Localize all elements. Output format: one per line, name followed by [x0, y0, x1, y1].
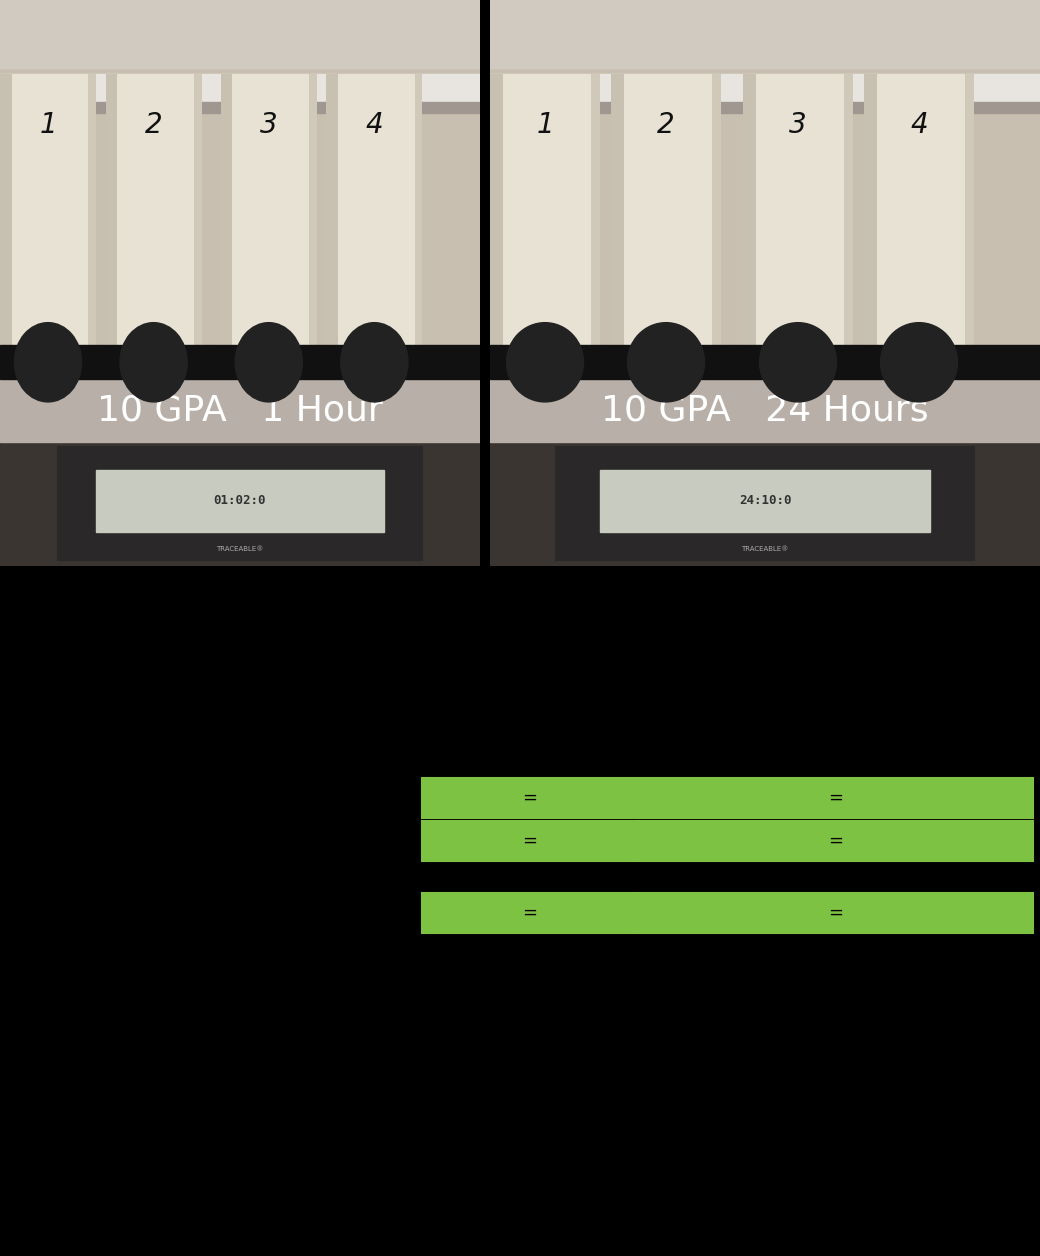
Text: 2: 2 [145, 111, 162, 138]
Bar [556, 447, 974, 560]
Bar [600, 470, 930, 533]
Bar [864, 74, 974, 368]
Bar [612, 74, 624, 368]
Text: =: = [522, 831, 538, 850]
Bar [422, 893, 638, 933]
Bar [327, 74, 422, 368]
Bar [712, 74, 721, 368]
Bar [490, 345, 1040, 379]
Text: 10 GPA   24 Hours: 10 GPA 24 Hours [601, 393, 929, 427]
Bar [220, 74, 232, 368]
Bar [965, 74, 974, 368]
Circle shape [120, 323, 187, 402]
Bar [0, 379, 480, 566]
Bar [743, 74, 853, 368]
Text: =: = [522, 904, 538, 922]
Bar [638, 821, 1033, 862]
Text: TRACEABLE®: TRACEABLE® [216, 546, 264, 553]
Bar [490, 379, 1040, 566]
Text: 1: 1 [537, 111, 554, 138]
Bar [106, 74, 118, 368]
Bar [490, 373, 1040, 442]
Bar [88, 74, 96, 368]
Bar [0, 0, 480, 68]
Text: 01:02:0: 01:02:0 [214, 495, 266, 507]
Circle shape [759, 323, 836, 402]
Circle shape [235, 323, 303, 402]
Text: 10 GPA   1 Hour: 10 GPA 1 Hour [97, 393, 383, 427]
Circle shape [627, 323, 704, 402]
Bar [638, 893, 1033, 933]
Bar [106, 74, 202, 368]
Text: =: = [522, 789, 538, 808]
Bar [490, 74, 1040, 102]
Bar [743, 74, 756, 368]
Text: 4: 4 [910, 111, 928, 138]
Text: 2: 2 [657, 111, 675, 138]
Bar [327, 74, 338, 368]
Bar [490, 0, 1040, 68]
Text: 1: 1 [40, 111, 57, 138]
Text: =: = [828, 789, 843, 808]
Circle shape [881, 323, 958, 402]
Text: =: = [828, 831, 843, 850]
Bar [490, 74, 600, 368]
Bar [57, 447, 422, 560]
Circle shape [341, 323, 408, 402]
Bar [309, 74, 317, 368]
Circle shape [15, 323, 81, 402]
Bar [96, 470, 384, 533]
Bar [844, 74, 853, 368]
Bar [490, 0, 1040, 350]
Circle shape [506, 323, 583, 402]
Bar [415, 74, 422, 368]
Bar [490, 102, 1040, 113]
Bar [0, 345, 480, 379]
Text: =: = [828, 904, 843, 922]
Bar [0, 373, 480, 442]
Bar [422, 821, 638, 862]
Text: 3: 3 [260, 111, 278, 138]
Bar [591, 74, 600, 368]
Text: 24:10:0: 24:10:0 [738, 495, 791, 507]
Bar [193, 74, 202, 368]
Text: 4: 4 [365, 111, 383, 138]
Bar [864, 74, 877, 368]
Bar [0, 0, 480, 350]
Bar [422, 777, 638, 818]
Bar [490, 74, 503, 368]
Text: 3: 3 [789, 111, 807, 138]
Bar [0, 102, 480, 113]
Bar [0, 74, 480, 102]
Bar [0, 74, 11, 368]
Bar [220, 74, 317, 368]
Bar [638, 777, 1033, 818]
Bar [0, 74, 96, 368]
Bar [612, 74, 721, 368]
Text: TRACEABLE®: TRACEABLE® [742, 546, 788, 553]
